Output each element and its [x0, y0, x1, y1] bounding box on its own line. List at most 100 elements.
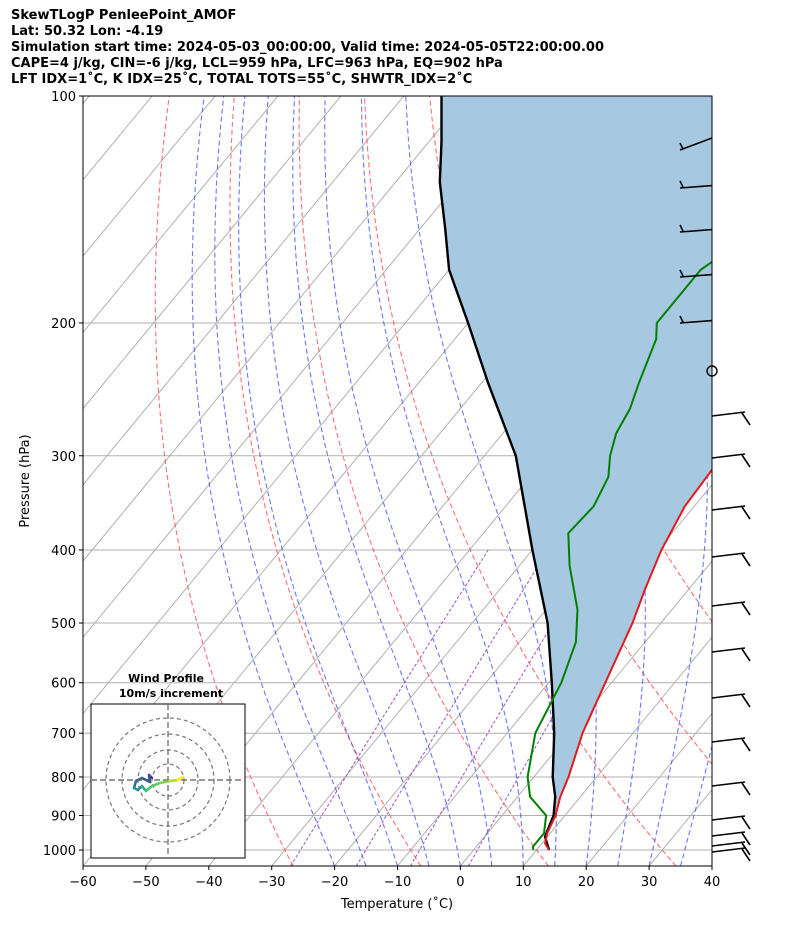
title-line-station: SkewTLogP PenleePoint_AMOF: [11, 8, 237, 23]
dewpoint-line: [526, 260, 712, 851]
moist-adiabat: [191, 96, 336, 866]
isotherm--90: [83, 96, 530, 639]
wind-barb: [711, 693, 746, 699]
moist-adiabat: [324, 96, 493, 866]
wind-barb: [711, 781, 746, 787]
x-tick-label: 20: [578, 875, 595, 890]
wind-barb: [679, 228, 713, 233]
mixing-ratio-line: [355, 549, 549, 866]
hodograph-segment: [150, 781, 162, 788]
dry-adiabat: [154, 96, 294, 866]
title-line-indices: LFT IDX=1˚C, K IDX=25˚C, TOTAL TOTS=55˚C…: [11, 72, 473, 87]
wind-barb-flag: [741, 694, 751, 708]
axis-ticks: −60 −50 −40 −30 −20 −10 0 10 20 30 40 100 200 300 400 5…: [43, 90, 720, 890]
wind-barb-flag: [741, 782, 751, 796]
parcel-line: [438, 96, 557, 851]
dry-adiabat: [298, 96, 549, 866]
wind-barb: [711, 411, 746, 417]
y-tick-label: 600: [51, 677, 76, 692]
hodograph-segment: [168, 778, 180, 783]
wind-barb: [679, 273, 713, 278]
x-tick-label: 10: [515, 875, 532, 890]
hodograph-subtitle: 10m/s increment: [119, 687, 223, 700]
moist-adiabat: [263, 96, 430, 866]
dry-adiabat: [363, 96, 677, 866]
wind-barb: [711, 453, 746, 459]
wind-barb: [679, 184, 713, 189]
dry-adiabat: [755, 96, 794, 866]
wind-barb-flag: [741, 454, 751, 468]
wind-barb-flag: [679, 315, 684, 323]
x-tick-label: 40: [704, 875, 721, 890]
title-line-times: Simulation start time: 2024-05-03_00:00:…: [11, 40, 604, 55]
x-axis-label: Temperature (˚C): [340, 896, 453, 912]
wind-barb-flag: [741, 738, 751, 752]
calm-wind-circle: [706, 365, 718, 377]
mixing-ratio-line: [290, 549, 489, 866]
wind-barb-flag: [741, 816, 751, 830]
isotherm--10: [397, 484, 712, 866]
x-tick-label: −60: [69, 875, 96, 890]
wind-barb: [711, 815, 746, 821]
x-tick-label: 0: [456, 875, 464, 890]
wind-barb: [711, 647, 746, 653]
isotherm--100: [83, 96, 468, 562]
chart-title-block: SkewTLogP PenleePoint_AMOF Lat: 50.32 Lo…: [11, 8, 604, 88]
y-tick-label: 900: [51, 810, 76, 825]
y-axis-label: Pressure (hPa): [18, 434, 33, 527]
wind-barb-flag: [741, 602, 751, 616]
wind-barb-flag: [679, 142, 684, 150]
dry-adiabat: [229, 96, 422, 866]
hodograph-segment: [158, 779, 172, 785]
wind-barb-flag: [679, 180, 684, 188]
y-tick-label: 200: [51, 317, 76, 332]
isotherm--120: [83, 96, 342, 410]
wind-barbs: [679, 137, 751, 862]
cape-area: [439, 96, 712, 837]
wind-barb-flag: [741, 412, 751, 426]
profile-lines: [438, 96, 712, 851]
isotherm--160: [83, 96, 90, 105]
x-tick-label: −50: [132, 875, 159, 890]
isotherm-10: [522, 636, 712, 866]
wind-barb-flag: [679, 269, 684, 277]
isotherm-40: [711, 865, 712, 866]
moist-adiabat: [214, 96, 367, 866]
wind-barb: [711, 847, 746, 853]
wind-barb: [679, 319, 713, 324]
moist-adiabat: [292, 96, 461, 866]
hodograph-segment: [176, 775, 185, 782]
x-tick-label: 30: [641, 875, 658, 890]
isotherm--130: [83, 96, 279, 334]
x-tick-label: −30: [258, 875, 285, 890]
y-tick-label: 1000: [43, 844, 76, 859]
wind-barb-flag: [741, 832, 751, 846]
wind-barb-flag: [741, 848, 751, 862]
y-tick-label: 700: [51, 727, 76, 742]
hodograph-title: Wind Profile: [128, 672, 204, 685]
moist-adiabat: [405, 96, 557, 866]
wind-barb: [711, 505, 746, 511]
y-tick-label: 500: [51, 617, 76, 632]
wind-barb: [711, 841, 746, 847]
wind-barb-flag: [679, 224, 684, 232]
wind-barb-flag: [741, 506, 751, 520]
isotherm--140: [83, 96, 216, 257]
isotherm--110: [83, 96, 405, 486]
wind-barb: [711, 737, 746, 743]
hodograph-inset: Wind Profile 10m/s increment: [90, 672, 246, 859]
x-tick-label: −20: [321, 875, 348, 890]
hodograph-segment: [144, 784, 154, 793]
title-line-cape: CAPE=4 j/kg, CIN=-6 j/kg, LCL=959 hPa, L…: [11, 56, 503, 71]
cape-area-layer: [439, 96, 712, 837]
x-tick-label: −10: [384, 875, 411, 890]
mixing-ratio-line: [468, 549, 650, 866]
y-tick-label: 100: [51, 90, 76, 105]
moist-adiabat: [238, 96, 399, 866]
x-tick-label: −40: [195, 875, 222, 890]
y-tick-label: 300: [51, 450, 76, 465]
wind-barb: [679, 137, 713, 151]
y-tick-label: 400: [51, 544, 76, 559]
title-line-location: Lat: 50.32 Lon: -4.19: [11, 24, 164, 39]
